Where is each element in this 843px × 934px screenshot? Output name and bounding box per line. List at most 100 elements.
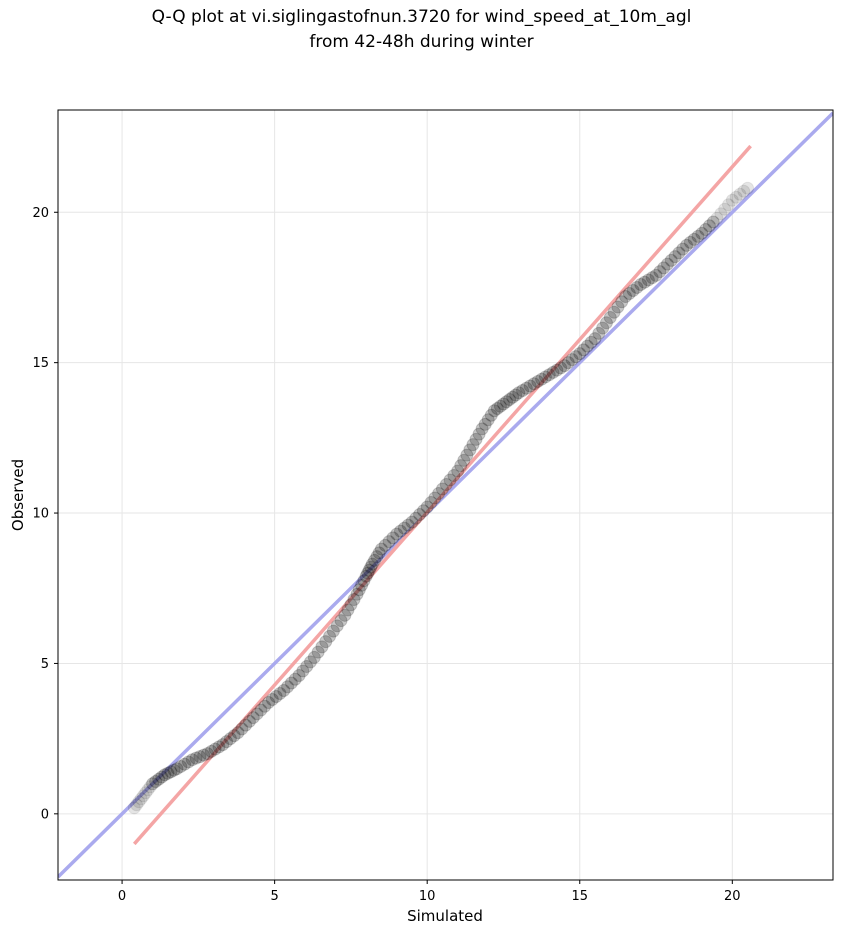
quantile-point [413, 508, 427, 522]
y-tick-label: 5 [41, 657, 49, 672]
quantile-point [281, 680, 295, 694]
quantile-point [292, 668, 306, 682]
quantile-point [641, 273, 655, 287]
quantile-point [660, 257, 674, 271]
quantile-point [737, 184, 751, 198]
y-tick-label: 0 [41, 807, 49, 822]
quantile-point [227, 729, 241, 743]
quantile-point [420, 500, 434, 514]
quantile-point [152, 772, 166, 786]
quantile-point [718, 202, 732, 216]
quantile-point [344, 598, 358, 612]
quantile-point [702, 219, 716, 233]
quantile-point [334, 614, 348, 628]
reference-line-fit [132, 144, 752, 846]
y-tick-label: 20 [32, 206, 49, 221]
quantile-points-layer [127, 181, 755, 815]
quantile-point [364, 560, 378, 574]
quantile-point [315, 640, 329, 654]
quantile-point [607, 305, 621, 319]
quantile-point [386, 531, 400, 545]
y-tick-label: 10 [32, 507, 49, 522]
quantile-point [146, 777, 160, 791]
quantile-point [220, 735, 234, 749]
quantile-point [622, 286, 636, 300]
quantile-point [516, 383, 530, 397]
quantile-point [311, 645, 325, 659]
quantile-point [645, 271, 659, 285]
quantile-point [729, 190, 743, 204]
quantile-point [472, 427, 486, 441]
quantile-point [378, 538, 392, 552]
quantile-point [710, 211, 724, 225]
quantile-point [319, 635, 333, 649]
quantile-point [439, 477, 453, 491]
quantile-point [130, 798, 144, 812]
quantile-point [490, 402, 504, 416]
quantile-point [509, 388, 523, 402]
quantile-point [531, 374, 545, 388]
quantile-point [557, 359, 571, 373]
quantile-point [239, 718, 253, 732]
quantile-point [469, 432, 483, 446]
x-tick-label: 0 [118, 889, 126, 904]
quantile-point [338, 608, 352, 622]
quantile-point [250, 707, 264, 721]
quantile-point [550, 363, 564, 377]
quantile-point [390, 527, 404, 541]
x-axis-label: Simulated [407, 907, 483, 925]
quantile-point [687, 232, 701, 246]
quantile-point [535, 372, 549, 386]
quantile-point [638, 275, 652, 289]
quantile-point [170, 762, 184, 776]
quantile-point [538, 370, 552, 384]
reference-line-identity [58, 111, 833, 879]
quantile-point [691, 229, 705, 243]
quantile-point [330, 619, 344, 633]
quantile-point [288, 672, 302, 686]
quantile-point [546, 365, 560, 379]
quantile-point [432, 486, 446, 500]
quantile-point [457, 453, 471, 467]
quantile-point [680, 238, 694, 252]
quantile-point [706, 215, 720, 229]
quantile-point [273, 687, 287, 701]
quantile-point [699, 223, 713, 237]
quantile-point [569, 350, 583, 364]
quantile-point [262, 696, 276, 710]
quantile-point [361, 566, 375, 580]
quantile-point [223, 732, 237, 746]
quantile-point [201, 747, 215, 761]
quantile-point [664, 253, 678, 267]
quantile-point [350, 587, 364, 601]
quantile-point [158, 768, 172, 782]
quantile-point [733, 187, 747, 201]
quantile-point [447, 468, 461, 482]
quantile-point [139, 786, 153, 800]
quantile-point [683, 235, 697, 249]
quantile-point [512, 386, 526, 400]
quantile-point [676, 242, 690, 256]
quantile-point [409, 511, 423, 525]
reference-line-layer [58, 111, 833, 879]
quantile-point [596, 321, 610, 335]
quantile-point [487, 404, 501, 418]
quantile-point [231, 726, 245, 740]
quantile-point [435, 482, 449, 496]
quantile-point [466, 438, 480, 452]
quantile-point [588, 332, 602, 346]
quantile-point [193, 750, 207, 764]
x-tick-label: 15 [571, 889, 588, 904]
quantile-point [454, 459, 468, 473]
quantile-point [326, 624, 340, 638]
quantile-point [554, 361, 568, 375]
quantile-point [615, 295, 629, 309]
chart-title-line-2: from 42-48h during winter [309, 32, 534, 52]
quantile-point [695, 226, 709, 240]
quantile-point [277, 684, 291, 698]
quantile-point [164, 765, 178, 779]
quantile-point [523, 379, 537, 393]
quantile-point [132, 795, 146, 809]
